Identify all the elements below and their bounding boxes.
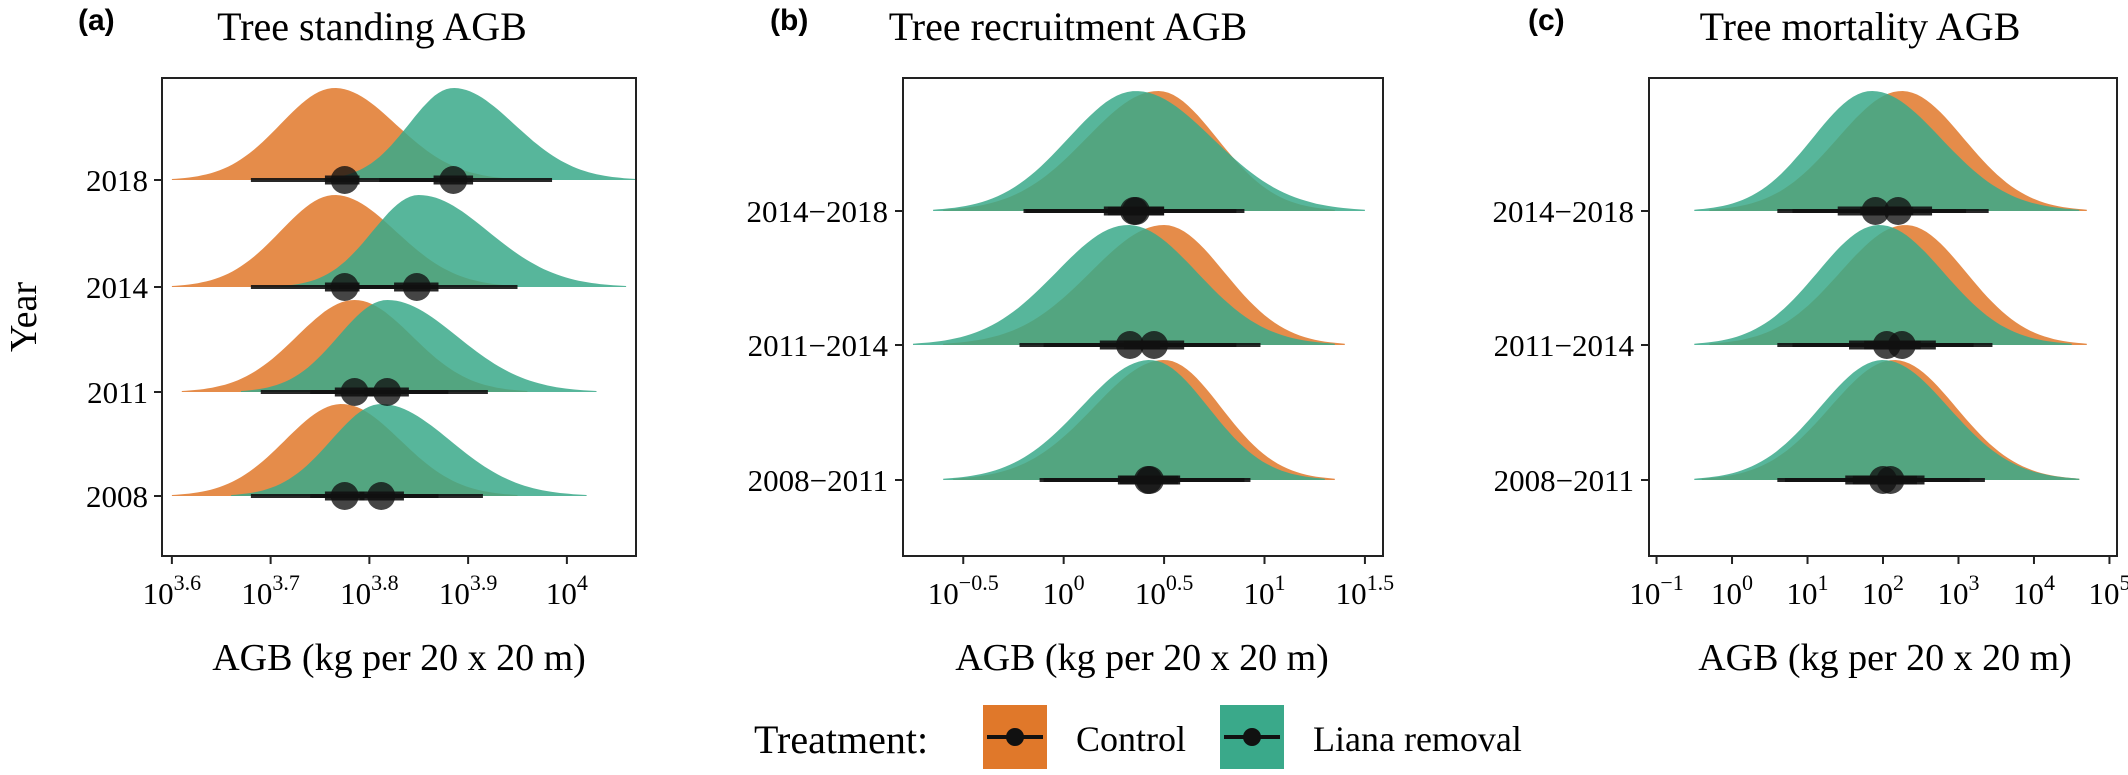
- panel-c-title: Tree mortality AGB: [1700, 4, 2021, 49]
- median-point-liana-removal-2011: [373, 378, 402, 406]
- x-tick-label-2: 102: [1862, 570, 1904, 611]
- panel-c-distributions: [1694, 91, 2087, 494]
- x-tick-label-0: 100: [1711, 570, 1753, 611]
- panel-a: (a) Tree standing AGB 2018 2014 2011 2008 10…: [3, 4, 637, 679]
- panel-a-title: Tree standing AGB: [217, 4, 527, 49]
- y-tick-label-2018: 2018: [86, 163, 148, 198]
- panel-a-distributions: [171, 88, 636, 510]
- panel-a-y-axis-title: Year: [3, 282, 45, 352]
- panel-b-frame: [902, 77, 1384, 557]
- x-tick-label-0-5: 100.5: [1135, 570, 1194, 611]
- panel-b-ticks: 2014−2018 2011−2014 2008−2011 10−0.5 100 100.…: [747, 194, 1395, 611]
- y-tick-label-2014: 2014: [86, 270, 149, 305]
- panel-a-x-axis-title: AGB (kg per 20 x 20 m): [212, 637, 586, 679]
- legend-key-liana-removal: [1220, 705, 1284, 769]
- median-point-liana-removal-2011-2014: [1115, 331, 1144, 359]
- x-tick-label-1: 101: [1787, 570, 1829, 611]
- panel-c-x-axis-title: AGB (kg per 20 x 20 m): [1698, 637, 2072, 679]
- x-tick-label-5: 105: [2088, 570, 2128, 611]
- legend-key-point-control: [1006, 728, 1024, 746]
- x-tick-label-3-7: 103.7: [241, 570, 300, 611]
- density-liana-removal-2008-2011: [943, 360, 1325, 480]
- panel-a-ticks: 2018 2014 2011 2008 103.6 103.7 103.8 103.9 104: [86, 163, 588, 611]
- y-tick-label-2014-2018: 2014−2018: [1493, 194, 1634, 229]
- x-tick-label-1: 10−1: [1629, 570, 1683, 611]
- y-tick-label-2011: 2011: [87, 375, 148, 410]
- median-point-liana-removal-2014-2018: [1119, 197, 1148, 225]
- median-point-control-2018: [330, 166, 359, 194]
- x-tick-label-4: 104: [2013, 570, 2055, 611]
- x-tick-label-3: 103: [1937, 570, 1979, 611]
- density-liana-removal-2011: [241, 300, 597, 392]
- density-liana-removal-2014-2018: [933, 91, 1365, 211]
- panel-c: (c) Tree mortality AGB 2014−2018 2011−201…: [1493, 4, 2128, 679]
- y-tick-label-2008-2011: 2008−2011: [1494, 463, 1634, 498]
- legend-label-liana-removal: Liana removal: [1313, 719, 1522, 759]
- y-tick-label-2014-2018: 2014−2018: [747, 194, 888, 229]
- y-tick-label-2008-2011: 2008−2011: [748, 463, 888, 498]
- density-liana-removal-2014: [280, 195, 627, 287]
- median-point-liana-removal-2018: [439, 166, 468, 194]
- density-liana-removal-2008: [231, 404, 587, 496]
- legend-label-control: Control: [1076, 719, 1186, 759]
- panel-b-title: Tree recruitment AGB: [889, 4, 1247, 49]
- panel-c-tag: (c): [1528, 4, 1565, 37]
- x-tick-label-1-5: 101.5: [1336, 570, 1395, 611]
- panel-c-ticks: 2014−2018 2011−2014 2008−2011 10−1 100 101 102…: [1493, 194, 2128, 611]
- panel-a-frame: [161, 77, 637, 557]
- x-tick-label-3-8: 103.8: [340, 570, 399, 611]
- legend-title: Treatment:: [754, 717, 928, 762]
- median-point-liana-removal-2008-2011: [1134, 466, 1163, 494]
- x-tick-label-3-9: 103.9: [439, 570, 498, 611]
- legend: Treatment: Control Liana removal: [754, 705, 1522, 769]
- density-liana-removal-2008-2011: [1694, 360, 2080, 480]
- x-tick-label-0-5: 10−0.5: [928, 570, 999, 611]
- y-tick-label-2008: 2008: [86, 479, 148, 514]
- median-point-liana-removal-2014: [402, 273, 431, 301]
- panel-b-x-axis-title: AGB (kg per 20 x 20 m): [955, 637, 1329, 679]
- density-liana-removal-2011-2014: [1694, 225, 2072, 345]
- x-tick-label-0: 100: [1043, 570, 1085, 611]
- density-liana-removal-2011-2014: [913, 225, 1335, 345]
- legend-key-control: [983, 705, 1047, 769]
- density-liana-removal-2014-2018: [1694, 91, 2080, 211]
- panel-b-distributions: [913, 91, 1365, 494]
- median-point-liana-removal-2014-2018: [1861, 197, 1890, 225]
- density-liana-removal-2018: [320, 88, 636, 180]
- panel-b-tag: (b): [770, 4, 808, 37]
- legend-key-point-liana-removal: [1243, 728, 1261, 746]
- y-tick-label-2011-2014: 2011−2014: [748, 328, 889, 363]
- median-point-liana-removal-2011-2014: [1872, 331, 1901, 359]
- panel-a-tag: (a): [78, 4, 115, 37]
- y-tick-label-2011-2014: 2011−2014: [1494, 328, 1635, 363]
- median-point-liana-removal-2008-2011: [1869, 466, 1897, 494]
- x-tick-label-3-6: 103.6: [143, 570, 202, 611]
- panel-c-frame: [1648, 77, 2118, 557]
- panel-b: (b) Tree recruitment AGB 2014−2018 2011−2…: [747, 4, 1395, 679]
- x-tick-label-1: 101: [1244, 570, 1286, 611]
- x-tick-label-4: 104: [546, 570, 588, 611]
- median-point-liana-removal-2008: [367, 482, 396, 510]
